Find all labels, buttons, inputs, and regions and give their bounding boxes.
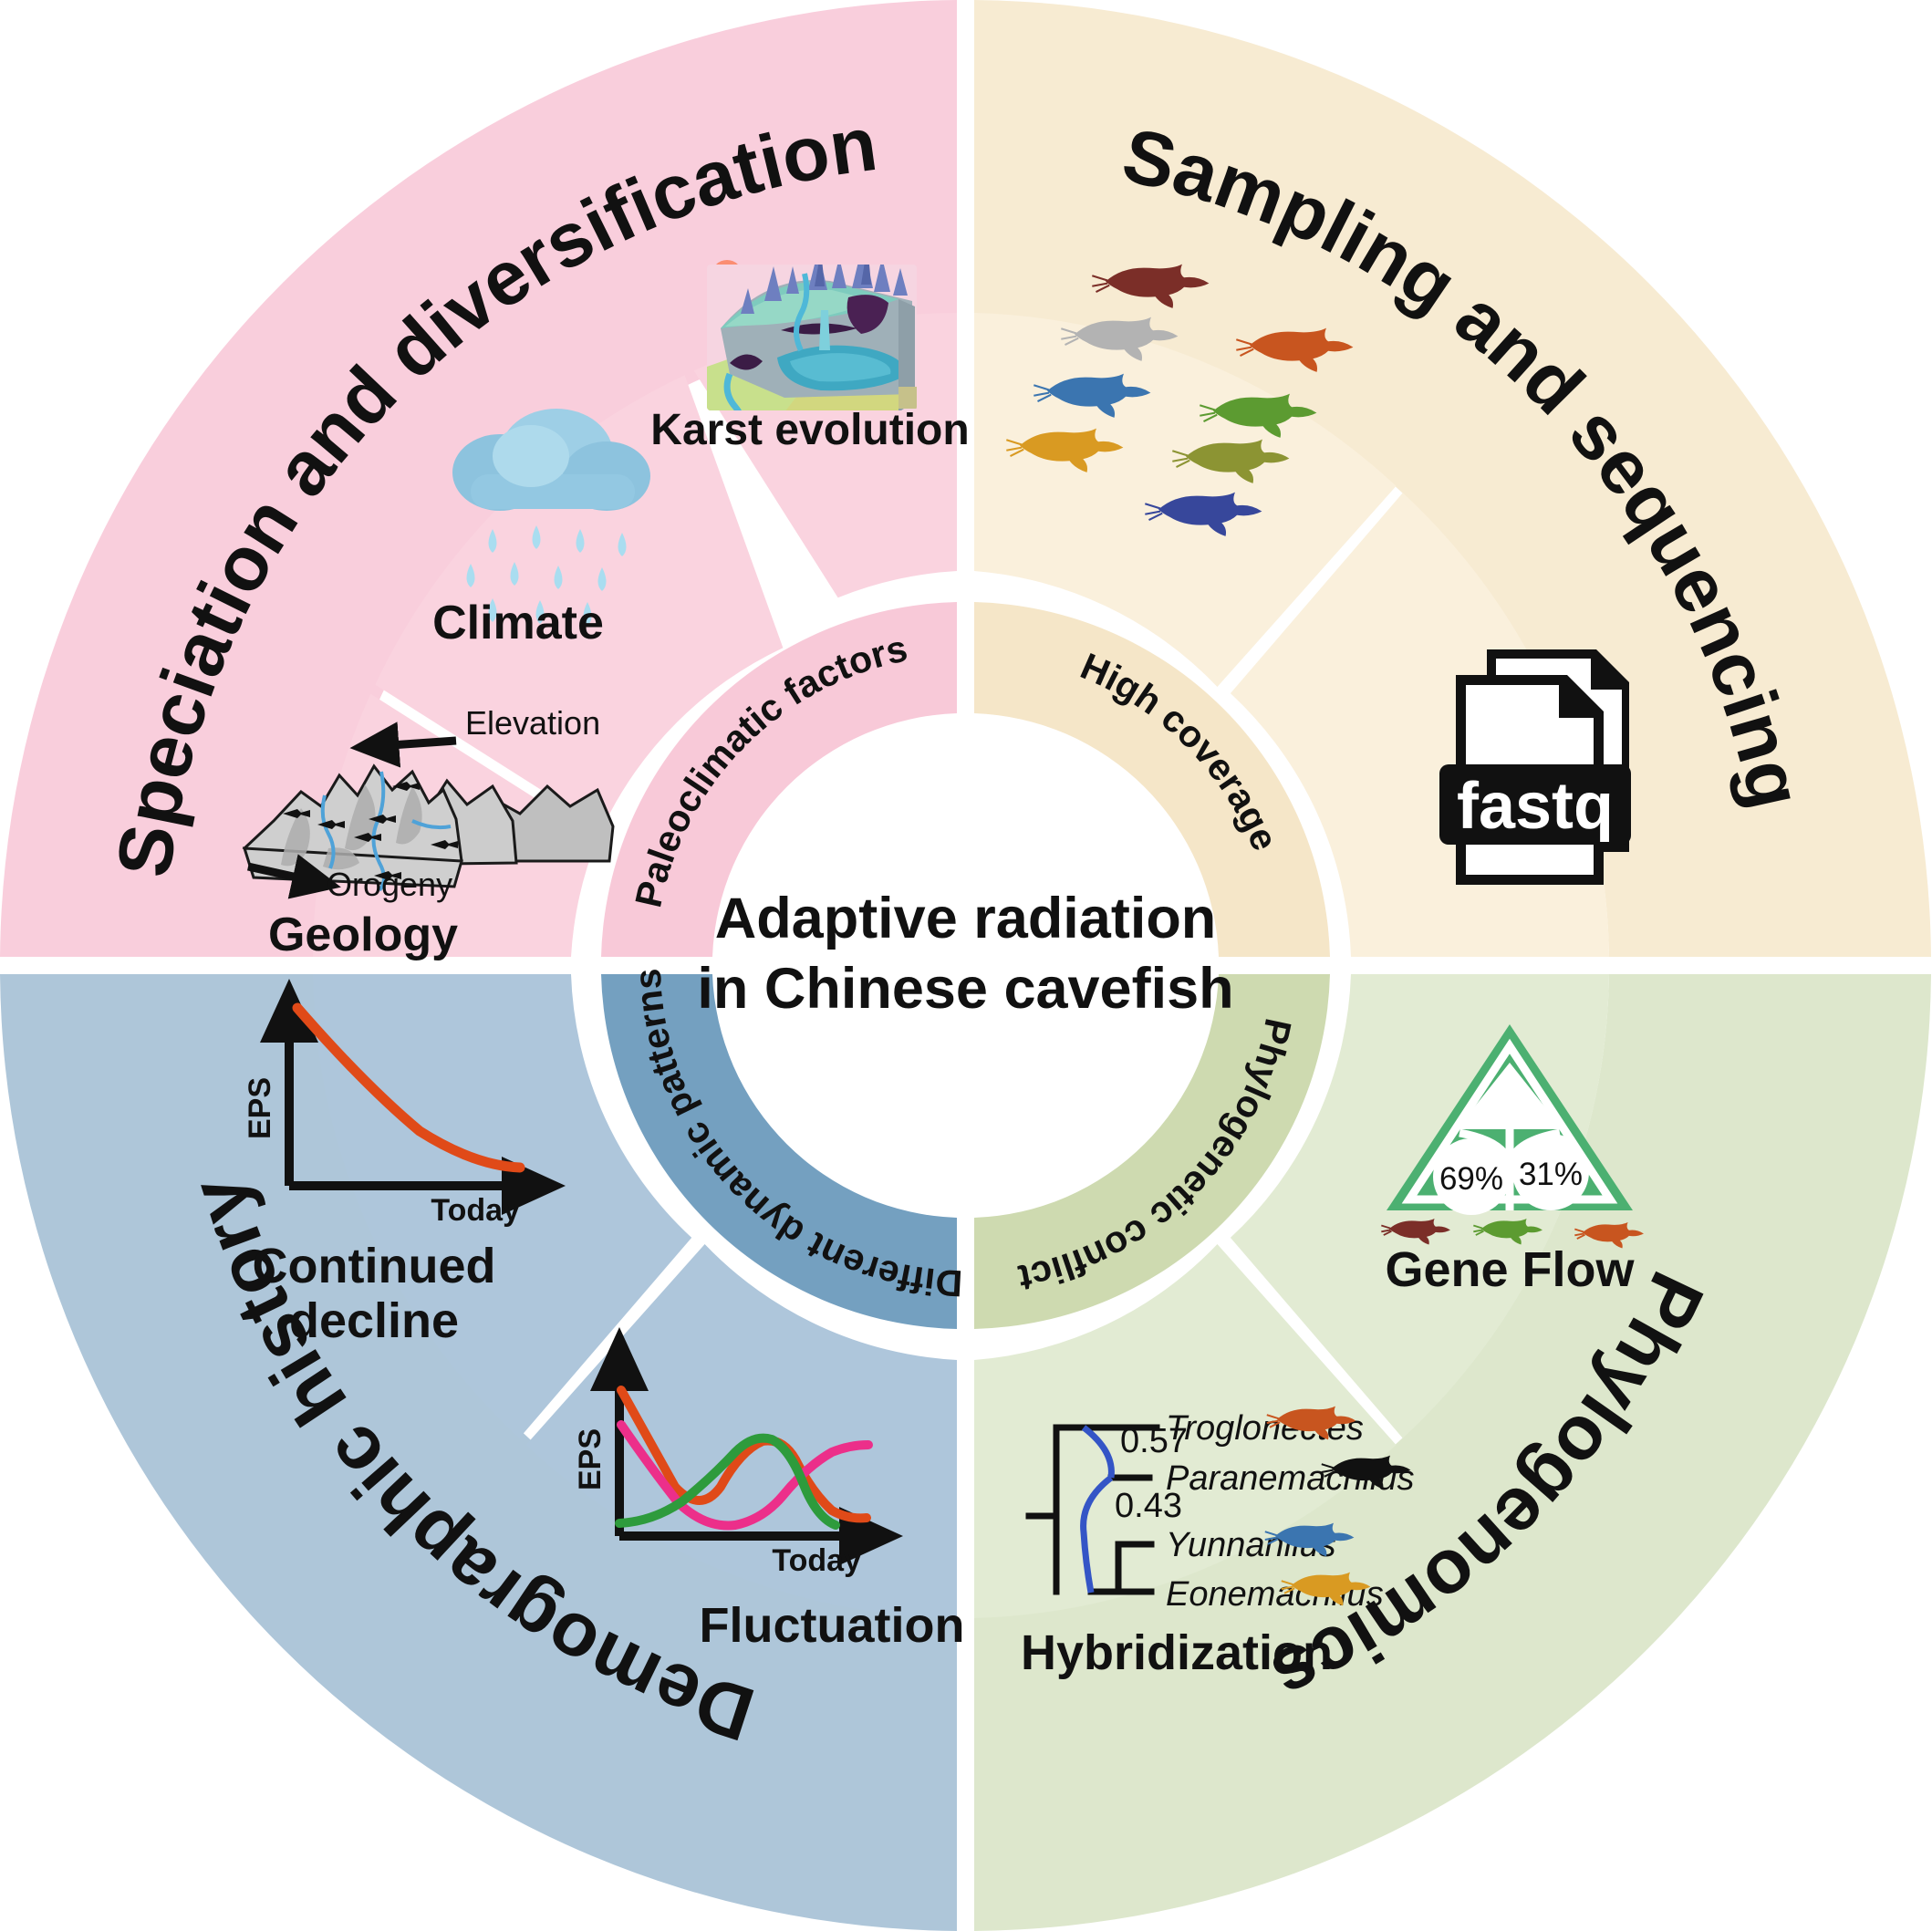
karst-block-icon: [707, 265, 917, 410]
outer-ring-demographic[interactable]: [0, 974, 957, 1931]
decline-y-axis-label: EPS: [243, 1077, 277, 1139]
support-value-1: 0.43: [1115, 1487, 1182, 1525]
panel-label-karst-line1: Karst evolution: [650, 406, 969, 454]
inner-ring-phylogenetic-conflict[interactable]: [974, 974, 1330, 1329]
panel-label-gene-flow: Gene Flow: [1385, 1242, 1635, 1297]
fish-school-icon: [1005, 264, 1354, 536]
eps-fluctuation-chart-icon: EPS Today: [573, 1327, 903, 1578]
inner-ring-paleoclimatic[interactable]: [601, 602, 957, 957]
gene-flow-bubble-right: [1512, 1134, 1589, 1210]
center-title-line2: in Chinese cavefish: [697, 957, 1233, 1021]
climate-illustration: Climate: [432, 409, 650, 649]
fastq-label: fastq: [1457, 770, 1614, 843]
panel-label-continued-decline-line1: Continued: [253, 1239, 496, 1293]
inner-subtitle-ring: [601, 602, 1330, 1329]
phylo-tree-icon: 0.57 0.43 Troglonectes Paranemachilus Yu…: [1025, 1406, 1414, 1614]
panel-label-climate: Climate: [432, 597, 604, 649]
mountain-orogeny-icon: Elevation Orogeny: [242, 704, 615, 903]
panel-label-geology: Geology: [268, 908, 458, 961]
karst-evolution-illustration: Karst evolution: [650, 260, 970, 454]
inner-ring-dynamic-patterns[interactable]: [601, 974, 957, 1329]
decline-x-axis-label: Today: [431, 1193, 520, 1228]
panel-climate[interactable]: [375, 375, 784, 829]
taxon-label-3: Eonemachilus: [1166, 1575, 1384, 1614]
fluctuation-x-axis-label: Today: [772, 1543, 861, 1578]
panel-hybridization[interactable]: [974, 1244, 1397, 1618]
gene-flow-bubble-left: [1433, 1138, 1510, 1215]
outer-ring-sampling[interactable]: [974, 0, 1931, 957]
panel-label-continued-decline-line2: decline: [289, 1293, 459, 1348]
inner-ring-high-coverage[interactable]: [974, 602, 1330, 957]
support-value-0: 0.57: [1120, 1422, 1188, 1460]
center-disc: [717, 717, 1214, 1214]
panel-label-hybridization: Hybridization: [1021, 1625, 1333, 1680]
annotation-orogeny: Orogeny: [327, 866, 452, 903]
gene-flow-value-right: 31%: [1519, 1157, 1583, 1192]
fastq-file-icon: fastq: [1439, 649, 1631, 885]
gene-flow-triangle-icon: 69% 31%: [1381, 1024, 1644, 1249]
gene-flow-value-left: 69%: [1439, 1161, 1503, 1197]
geology-illustration: Elevation Orogeny Geology: [242, 704, 615, 961]
rain-cloud-icon: [452, 409, 650, 626]
center-title-line1: Adaptive radiation: [715, 887, 1217, 950]
outer-ring-phylogenomics[interactable]: [974, 974, 1931, 1931]
eps-decline-chart-icon: EPS Today: [243, 979, 566, 1228]
panel-label-fluctuation: Fluctuation: [700, 1598, 965, 1653]
fluctuation-y-axis-label: EPS: [573, 1428, 608, 1490]
annotation-elevation: Elevation: [465, 704, 600, 742]
